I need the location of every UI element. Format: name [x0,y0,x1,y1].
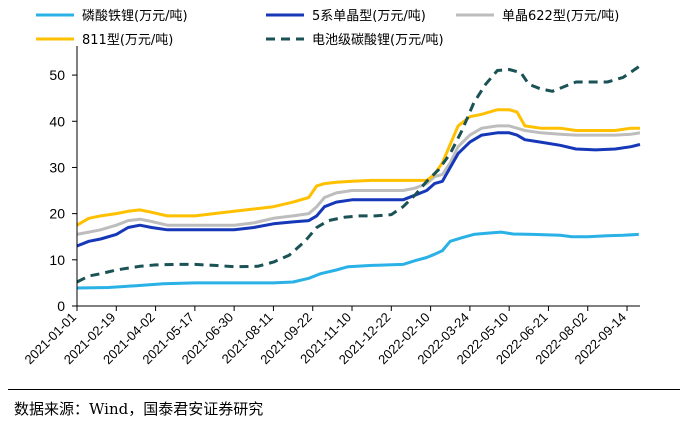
x-axis: 2021-01-012021-02-192021-04-022021-05-17… [21,305,640,367]
legend-label-4: 电池级碳酸锂(万元/吨) [312,33,444,48]
y-tick-label: 0 [57,298,65,314]
y-tick-label: 20 [49,206,65,222]
series-line-2 [76,124,641,236]
y-axis: 0 10 20 30 40 50 [49,46,78,314]
series-line-1 [76,131,641,248]
series-line-0 [76,230,639,290]
source-note: 数据来源：Wind，国泰君安证券研究 [14,400,264,418]
y-tick-label: 50 [49,67,65,83]
plot-area [76,64,641,290]
legend-label-3: 811型(万元/吨) [82,33,173,48]
chart-legend: 磷酸铁锂(万元/吨) 5系单晶型(万元/吨) 单晶622型(万元/吨) 811型(万元… [36,9,619,48]
line-chart: 磷酸铁锂(万元/吨) 5系单晶型(万元/吨) 单晶622型(万元/吨) 811型(万元… [21,9,641,367]
legend-label-2: 单晶622型(万元/吨) [502,9,619,24]
y-tick-label: 10 [49,252,65,268]
y-tick-label: 30 [49,159,65,175]
series-line-3 [76,108,640,227]
legend-label-1: 5系单晶型(万元/吨) [312,9,426,24]
legend-label-0: 磷酸铁锂(万元/吨) [82,9,188,24]
series-line-4 [76,64,641,284]
y-tick-label: 40 [49,113,65,129]
source-divider [8,389,680,390]
